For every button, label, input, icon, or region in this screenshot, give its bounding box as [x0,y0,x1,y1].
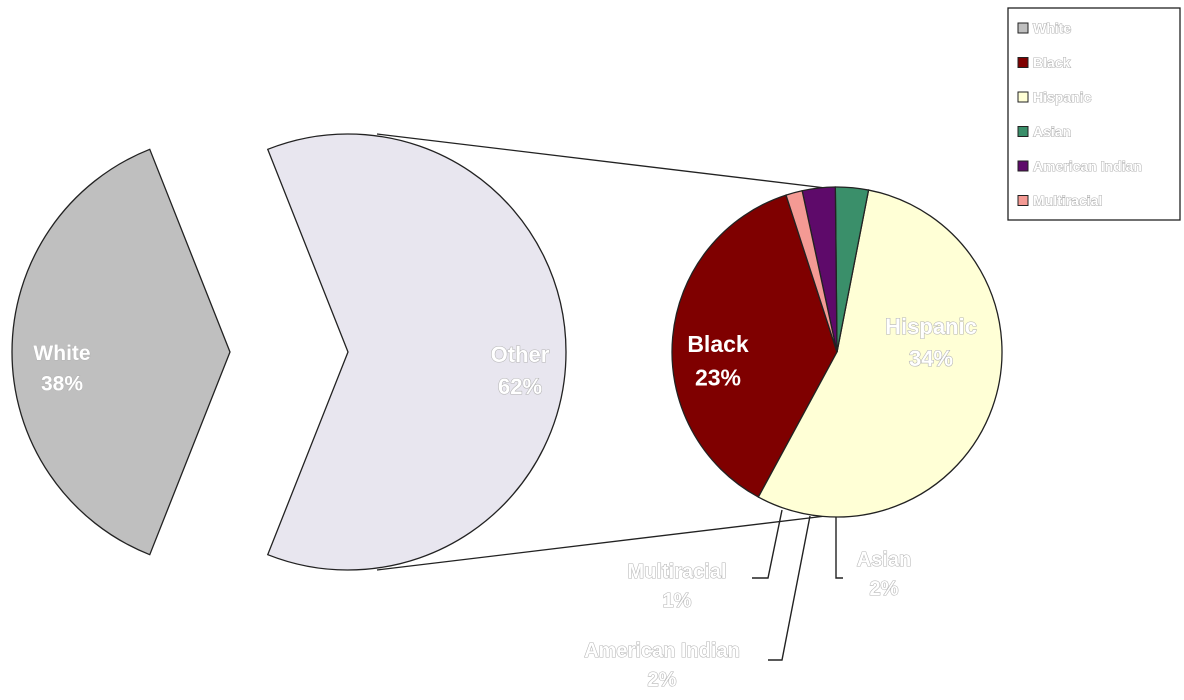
data-label-asian: Asian 2% [857,549,911,600]
legend-swatch-hispanic [1017,91,1029,103]
legend-label-hispanic: Hispanic [1033,89,1092,105]
data-label-black: Black 23% [687,331,749,390]
data-label-hispanic: Hispanic 34% [885,314,977,371]
connector-line-top [376,133,823,189]
leader-line-asian [835,517,843,579]
legend-swatch-white [1017,22,1029,34]
secondary-slice-multiracial [785,189,838,353]
data-labels: White 38% Other 62% Black 23% Hispanic 34% Asian… [33,313,978,691]
data-label-other: Other 62% [491,342,550,399]
legend-label-asian: Asian [1033,124,1071,140]
legend-swatch-black [1017,57,1029,68]
data-label-white: White 38% [33,342,90,395]
primary-pie [11,133,567,571]
legend-swatch-asian [1017,126,1029,137]
legend-box [1007,7,1181,221]
connector-lines [376,133,823,571]
leader-line-multiracial [752,509,783,579]
legend: White Black Hispanic Asian American Indian Mu… [1007,7,1181,221]
legend-label-multiracial: Multiracial [1033,193,1102,209]
data-label-american-indian: American Indian 2% [584,640,740,691]
secondary-slice-black [671,194,838,498]
secondary-slice-hispanic [757,189,1003,518]
data-label-multiracial: Multiracial 1% [628,561,727,612]
legend-label-white: White [1033,20,1071,36]
connector-line-bottom [376,515,823,571]
legend-swatch-american-indian [1017,160,1029,172]
primary-slice-white [11,148,231,556]
legend-label-american-indian: American Indian [1033,158,1142,174]
legend-swatch-multiracial [1017,195,1029,206]
leader-line-american-indian [768,515,811,661]
primary-slice-other [266,133,567,571]
legend-label-black: Black [1033,55,1071,71]
secondary-pie [671,186,1003,518]
